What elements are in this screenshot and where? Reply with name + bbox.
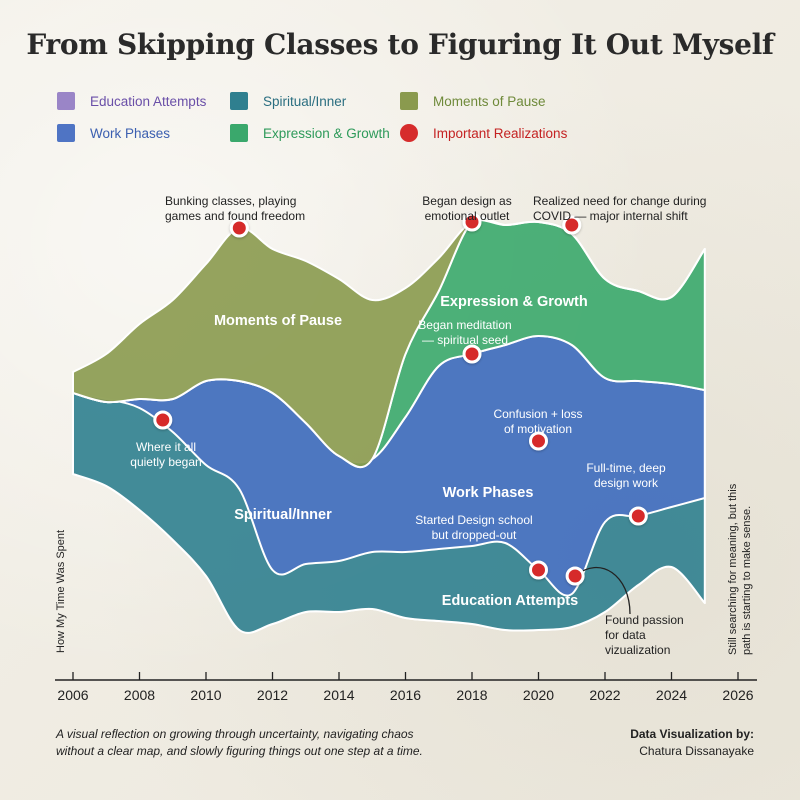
annotation-line: emotional outlet <box>425 209 510 223</box>
annotation-line: Bunking classes, playing <box>165 194 296 208</box>
layer-label-expression-growth: Expression & Growth <box>440 294 587 310</box>
right-note-line: Still searching for meaning, but this <box>727 483 739 655</box>
legend-swatch-pause <box>400 92 418 110</box>
legend-item-pause: Moments of Pause <box>400 92 546 110</box>
legend-label-spiritual: Spiritual/Inner <box>263 93 347 109</box>
legend-item-work: Work Phases <box>57 124 170 142</box>
annotation-line: Confusion + loss <box>493 407 582 421</box>
legend: Education Attempts Spiritual/Inner Momen… <box>57 92 757 148</box>
annotation-text: Bunking classes, playing games and found … <box>165 194 305 223</box>
annotation-text: Started Design school but dropped-out <box>415 513 532 542</box>
realization-marker <box>229 218 249 238</box>
legend-label-pause: Moments of Pause <box>433 93 546 109</box>
annotation-text: Began meditation — spiritual seed <box>418 318 511 347</box>
annotation-line: Began design as <box>422 194 511 208</box>
chart-layers <box>72 216 706 634</box>
footer-description-line: A visual reflection on growing through u… <box>56 727 414 741</box>
annotation-line: Realized need for change during <box>533 194 706 208</box>
legend-item-realizations: Important Realizations <box>400 124 567 142</box>
annotation-line: for data <box>605 628 646 642</box>
legend-item-education: Education Attempts <box>57 92 206 110</box>
x-tick-label: 2022 <box>589 687 620 703</box>
x-axis: 2006 2008 2010 2012 2014 2016 2018 2020 2022 2024… <box>55 672 757 703</box>
legend-item-spiritual: Spiritual/Inner <box>230 92 346 110</box>
footer-description-line: without a clear map, and slowly figuring… <box>56 744 423 758</box>
legend-label-education: Education Attempts <box>90 93 207 109</box>
legend-swatch-spiritual <box>230 92 248 110</box>
x-tick-label: 2024 <box>656 687 687 703</box>
right-note: Still searching for meaning, but this pa… <box>727 481 753 655</box>
realization-marker <box>529 560 548 580</box>
annotation-text: Found passion for data vizualization <box>605 613 684 657</box>
annotation-line: — spiritual seed <box>422 333 508 347</box>
annotation-line: quietly began <box>130 455 201 469</box>
x-tick-label: 2018 <box>456 687 487 703</box>
right-note-line: path is starting to make sense. <box>741 506 753 655</box>
annotation-line: Found passion <box>605 613 684 627</box>
x-tick-label: 2026 <box>722 687 753 703</box>
annotation-line: vizualization <box>605 643 670 657</box>
x-tick-label: 2020 <box>523 687 554 703</box>
x-tick-label: 2010 <box>190 687 221 703</box>
x-tick-label: 2006 <box>57 687 88 703</box>
credit-name: Chatura Dissanayake <box>639 744 754 758</box>
realization-marker <box>562 215 582 235</box>
realization-marker <box>565 566 585 586</box>
layer-label-moments-of-pause: Moments of Pause <box>214 313 342 329</box>
x-tick-label: 2012 <box>257 687 288 703</box>
chart-layer-labels: Education Attempts Spiritual/Inner Work Ph… <box>214 294 588 609</box>
annotation-line: Began meditation <box>418 318 511 332</box>
annotation-line: but dropped-out <box>432 528 517 542</box>
credit-title: Data Visualization by: <box>630 727 754 741</box>
realization-marker <box>462 344 482 364</box>
realization-marker <box>529 431 548 451</box>
realization-marker <box>462 212 482 232</box>
annotation-text: Confusion + loss of motivation <box>493 407 582 436</box>
realization-marker <box>628 506 648 526</box>
footer-description: A visual reflection on growing through u… <box>56 726 476 760</box>
realization-marker <box>153 410 173 430</box>
legend-label-expression: Expression & Growth <box>263 125 390 141</box>
annotation-line: games and found freedom <box>165 209 305 223</box>
layer-moments-of-pause <box>72 216 706 469</box>
layer-label-work-phases: Work Phases <box>443 485 534 501</box>
annotation-text: Where it all quietly began <box>130 440 201 469</box>
legend-item-expression: Expression & Growth <box>230 124 390 142</box>
layer-label-education-attempts: Education Attempts <box>442 593 578 609</box>
legend-label-work: Work Phases <box>90 125 171 141</box>
annotation-text: Began design as emotional outlet <box>422 194 511 223</box>
legend-label-realizations: Important Realizations <box>433 125 568 141</box>
x-tick-label: 2016 <box>390 687 421 703</box>
annotation-text: Realized need for change during COVID — m… <box>533 194 706 223</box>
layer-label-spiritual-inner: Spiritual/Inner <box>234 507 332 523</box>
legend-swatch-work <box>57 124 75 142</box>
annotation-text: Full-time, deep design work <box>586 461 666 490</box>
annotation-line: Started Design school <box>415 513 532 527</box>
x-tick-label: 2008 <box>124 687 155 703</box>
annotation-leader-line <box>574 566 631 615</box>
page-title: From Skipping Classes to Figuring It Out… <box>26 28 774 61</box>
annotation-line: Where it all <box>136 440 196 454</box>
y-axis-label: How My Time Was Spent <box>55 530 67 653</box>
annotation-line: of motivation <box>504 422 572 436</box>
legend-swatch-expression <box>230 124 248 142</box>
x-tick-label: 2014 <box>323 687 354 703</box>
annotation-line: design work <box>594 476 659 490</box>
legend-marker-realizations <box>400 124 418 142</box>
chart-annotations: Bunking classes, playing games and found … <box>130 194 706 657</box>
annotation-line: COVID — major internal shift <box>533 209 688 223</box>
footer-credit: Data Visualization by: Chatura Dissanaya… <box>630 726 754 760</box>
legend-swatch-education <box>57 92 75 110</box>
annotation-line: Full-time, deep <box>586 461 666 475</box>
